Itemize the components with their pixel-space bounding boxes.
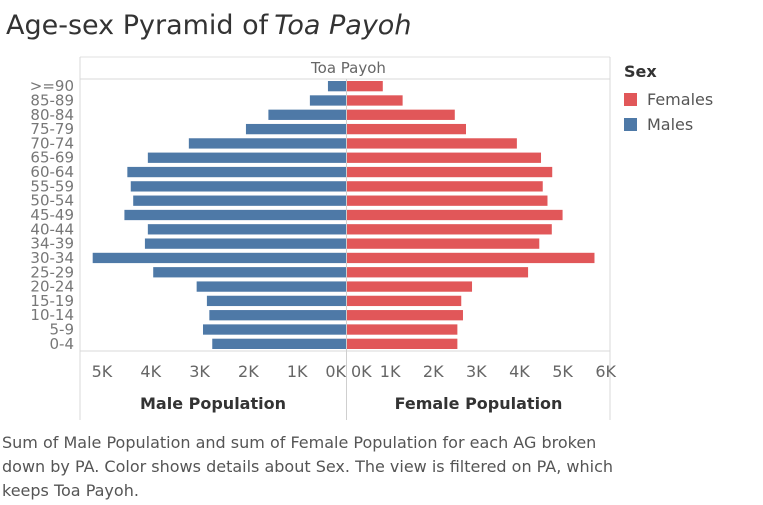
category-label: 85-89 (30, 91, 74, 109)
female-bar (347, 224, 552, 235)
female-bar (347, 109, 455, 120)
legend-swatch-females (624, 93, 637, 106)
female-bar (347, 324, 458, 335)
category-label: 20-24 (30, 278, 74, 296)
female-tick-label: 0K (351, 362, 372, 381)
category-label: 0-4 (50, 335, 75, 353)
chart-title: Age-sex Pyramid of Toa Payoh (6, 10, 411, 41)
female-bar (347, 267, 529, 278)
category-label: 30-34 (30, 249, 74, 267)
male-bar (309, 95, 346, 106)
legend-label-males: Males (647, 115, 694, 134)
category-label: 65-69 (30, 149, 74, 167)
caption: Sum of Male Population and sum of Female… (2, 433, 614, 500)
female-bar (347, 310, 463, 321)
title-place: Toa Payoh (274, 10, 412, 41)
category-label: 45-49 (30, 206, 74, 224)
female-tick-label: 5K (552, 362, 573, 381)
female-tick-label: 4K (509, 362, 530, 381)
male-tick-label: 0K (325, 362, 346, 381)
female-axis-title: Female Population (395, 394, 563, 413)
female-bar (347, 295, 462, 307)
female-bar (347, 138, 517, 149)
category-label: >=90 (30, 77, 74, 95)
male-tick-label: 5K (92, 362, 113, 381)
male-axis-title: Male Population (140, 394, 286, 413)
plot-title: Toa Payoh (310, 59, 386, 77)
category-label: 80-84 (30, 106, 74, 124)
category-label: 75-79 (30, 120, 74, 138)
female-bar (347, 123, 466, 135)
female-bar (347, 209, 563, 221)
male-bar (327, 81, 346, 92)
female-tick-label: 3K (466, 362, 487, 381)
male-tick-label: 4K (140, 362, 161, 381)
category-label: 10-14 (30, 306, 74, 324)
female-bar (347, 181, 543, 192)
female-bar (347, 338, 458, 349)
male-tick-label: 1K (287, 362, 308, 381)
category-label: 40-44 (30, 220, 74, 238)
female-bar (347, 81, 383, 92)
male-bar (124, 209, 347, 221)
female-bar (347, 238, 540, 249)
legend: Sex Females Males (624, 62, 713, 137)
male-bar (209, 310, 346, 321)
male-bar (206, 295, 346, 307)
category-label: 25-29 (30, 263, 74, 281)
legend-label-females: Females (647, 90, 714, 109)
category-label: 15-19 (30, 292, 74, 310)
female-bar (347, 252, 595, 264)
category-label: 34-39 (30, 235, 74, 253)
male-bar (147, 152, 346, 163)
legend-item-females[interactable]: Females (624, 87, 713, 112)
category-label: 5-9 (50, 321, 75, 339)
male-bar (130, 181, 346, 192)
female-tick-label: 1K (380, 362, 401, 381)
male-bar (133, 195, 346, 206)
female-tick-label: 2K (423, 362, 444, 381)
male-tick-label: 3K (189, 362, 210, 381)
male-bar (92, 252, 346, 264)
female-bar (347, 95, 403, 106)
female-bar (347, 195, 548, 206)
male-bar (144, 238, 346, 249)
legend-item-males[interactable]: Males (624, 112, 713, 137)
male-bar (196, 281, 346, 292)
female-bar (347, 166, 553, 178)
male-bar (188, 138, 346, 149)
legend-title: Sex (624, 62, 657, 81)
category-label: 70-74 (30, 134, 74, 152)
male-bar (147, 224, 346, 235)
male-bar (153, 267, 346, 278)
male-bar (245, 123, 346, 135)
category-label: 55-59 (30, 177, 74, 195)
female-bar (347, 281, 473, 292)
male-bar (268, 109, 346, 120)
male-tick-label: 2K (238, 362, 259, 381)
female-bar (347, 152, 542, 163)
legend-swatch-males (624, 118, 637, 131)
male-bar (202, 324, 346, 335)
male-bar (127, 166, 347, 178)
female-tick-label: 6K (595, 362, 616, 381)
category-label: 60-64 (30, 163, 74, 181)
title-prefix: Age-sex Pyramid of (6, 10, 269, 41)
male-bar (212, 338, 346, 349)
category-label: 50-54 (30, 192, 74, 210)
